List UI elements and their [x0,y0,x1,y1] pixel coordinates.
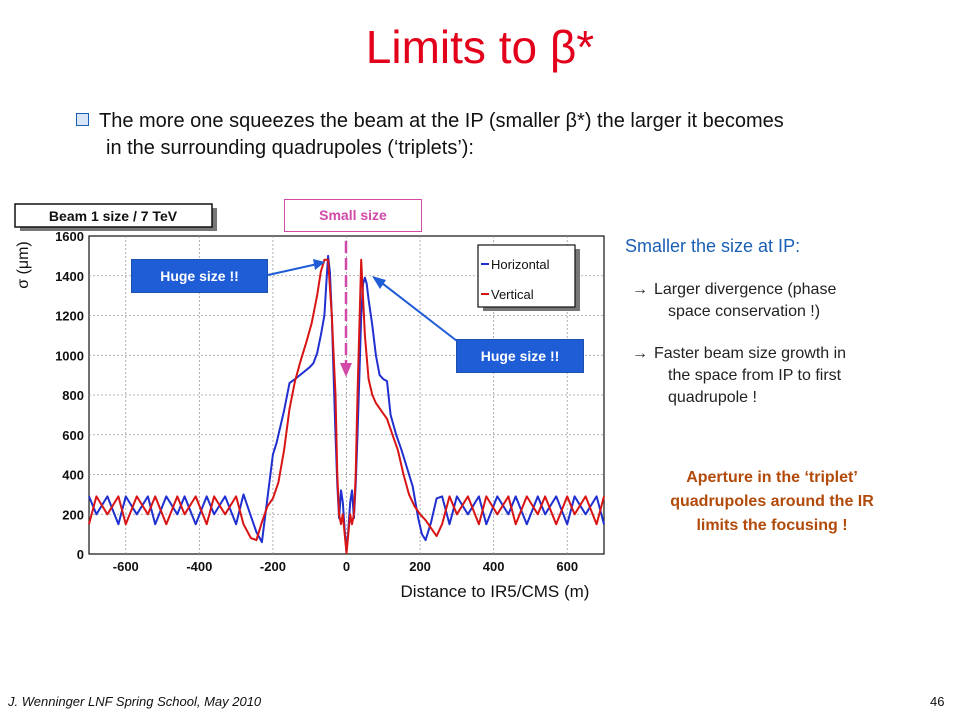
page-number: 46 [930,694,945,709]
aperture-note-line-1: Aperture in the ‘triplet’ [686,469,858,486]
huge-left-arrowhead [313,259,325,270]
side-item-2-line-3: quadrupole ! [668,389,757,406]
aperture-note-line-2: quadrupoles around the IR [670,493,874,510]
series-lines [88,254,605,554]
huge-size-callout-left: Huge size !! [131,259,268,293]
y-tick-label: 200 [62,507,84,522]
legend: Horizontal Vertical [477,244,580,311]
chart-title-box: Beam 1 size / 7 TeV [14,203,217,231]
side-item-divergence: → Larger divergence (phase space conserva… [632,279,932,323]
huge-size-callout-right: Huge size !! [456,339,584,373]
x-tick-label: 0 [343,559,350,574]
x-tick-label: -600 [113,559,139,574]
chart-title: Beam 1 size / 7 TeV [49,208,178,224]
y-tick-label: 400 [62,468,84,483]
y-tick-label: 1200 [55,309,84,324]
slide-title: Limits to β* [365,21,595,73]
footer-author: J. Wenninger LNF Spring School, May 2010 [8,694,262,709]
bullet-line-1: The more one squeezes the beam at the IP… [99,110,784,132]
y-tick-label: 800 [62,388,84,403]
bullet-point: The more one squeezes the beam at the IP… [76,108,936,162]
legend-horizontal-label: Horizontal [491,257,550,272]
side-item-1-line-2: space conservation !) [668,303,821,320]
side-heading: Smaller the size at IP: [625,236,801,256]
side-item-1-line-1: Larger divergence (phase [654,281,837,298]
small-size-arrowhead [340,363,352,377]
x-tick-label: 400 [483,559,505,574]
aperture-note: Aperture in the ‘triplet’ quadrupoles ar… [612,466,932,538]
series-line-vertical [88,258,605,554]
huge-right-arrowhead [372,276,386,289]
x-axis-label: Distance to IR5/CMS (m) [401,582,590,601]
aperture-note-line-3: limits the focusing ! [696,517,848,534]
y-axis-label: σ (μm) [15,241,32,289]
y-tick-label: 600 [62,428,84,443]
x-tick-label: 200 [409,559,431,574]
side-item-2-line-2: the space from IP to first [668,367,842,384]
x-tick-label: 600 [556,559,578,574]
y-tick-label: 1400 [55,269,84,284]
y-tick-label: 0 [77,547,84,562]
huge-left-arrow [267,262,323,276]
x-tick-label: -200 [260,559,286,574]
legend-vertical-label: Vertical [491,287,534,302]
beam-size-chart: Beam 1 size / 7 TeV -600 -400 -200 0 200 400 6… [14,203,605,601]
right-arrow-icon: → [632,345,648,362]
y-tick-label: 1000 [55,348,84,363]
square-bullet-icon [76,113,89,126]
x-tick-label: -400 [186,559,212,574]
huge-right-arrow [377,279,458,342]
bullet-line-2: in the surrounding quadrupoles (‘triplet… [106,137,474,159]
side-item-2-line-1: Faster beam size growth in [654,345,847,362]
right-arrow-icon: → [632,281,648,298]
side-item-growth: → Faster beam size growth in the space fr… [632,343,932,409]
y-tick-label: 1600 [55,229,84,244]
axis-ticks: -600 -400 -200 0 200 400 600 0 200 400 600 800 1000 1… [55,229,578,574]
small-size-callout: Small size [284,199,422,232]
